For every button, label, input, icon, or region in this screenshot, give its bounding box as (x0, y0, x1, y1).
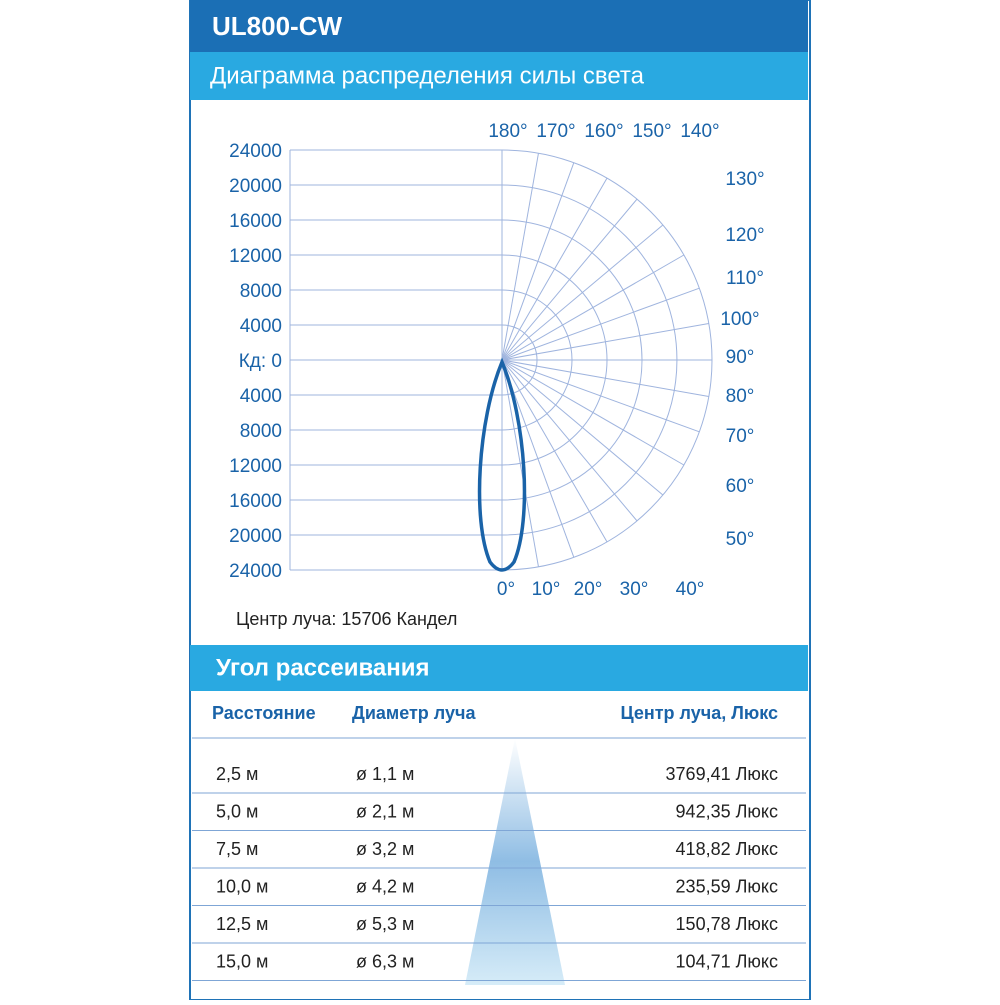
polar-ray (501, 359, 685, 466)
y-label: 12000 (229, 246, 282, 267)
right-labels: 130° (725, 169, 764, 190)
table-header: Центр луча, Люкс (620, 703, 778, 723)
y-label: 8000 (240, 421, 282, 442)
table-cell: 150,78 Люкс (676, 914, 778, 934)
y-label: Кд: 0 (239, 351, 282, 372)
table-cell: 942,35 Люкс (676, 801, 778, 821)
right-labels: 110° (726, 268, 764, 289)
polar-ray (501, 359, 700, 433)
table-cell: 7,5 м (216, 839, 258, 859)
table-cell: ø 5,3 м (356, 914, 414, 934)
section-title: Угол рассеивания (216, 654, 430, 681)
y-label: 20000 (229, 176, 282, 197)
polar-ray (501, 359, 664, 496)
table-cell: 418,82 Люкс (676, 839, 778, 859)
bottom-labels: 30° (620, 579, 649, 600)
right-labels: 80° (726, 386, 755, 407)
table-cell: 5,0 м (216, 801, 258, 821)
beam-curve (477, 357, 527, 572)
polar-ray (501, 162, 575, 361)
table-cell: 235,59 Люкс (676, 876, 778, 896)
y-label: 16000 (229, 211, 282, 232)
polar-ray (501, 359, 709, 397)
right-labels: 100° (720, 309, 759, 330)
table-cell: 12,5 м (216, 914, 268, 934)
polar-ray (501, 224, 664, 361)
y-label: 24000 (229, 141, 282, 162)
y-label: 4000 (240, 316, 282, 337)
y-label: 8000 (240, 281, 282, 302)
y-label: 20000 (229, 526, 282, 547)
top-labels: 140° (680, 121, 719, 142)
right-labels: 70° (726, 426, 755, 447)
top-labels: 150° (632, 121, 671, 142)
bottom-labels: 0° (497, 579, 515, 600)
table-cell: ø 6,3 м (356, 951, 414, 971)
bottom-labels: 20° (574, 579, 603, 600)
polar-ray (501, 254, 685, 361)
top-labels: 170° (536, 121, 575, 142)
polar-ray (501, 359, 539, 567)
polar-ray (501, 359, 608, 543)
table-cell: ø 1,1 м (356, 764, 414, 784)
table-cell: 10,0 м (216, 876, 268, 896)
polar-ray (501, 198, 638, 361)
table: Расстояние Диаметр луча Центр луча, Люкс 2,… (192, 703, 806, 981)
right-labels: 90° (726, 347, 755, 368)
top-labels: 180° (488, 121, 527, 142)
polar-ray (501, 323, 709, 361)
table-header: Расстояние (212, 703, 316, 723)
bottom-labels: 40° (676, 579, 705, 600)
table-cell: ø 2,1 м (356, 801, 414, 821)
right-labels: 60° (726, 476, 755, 497)
y-label: 24000 (229, 561, 282, 582)
table-cell: 104,71 Люкс (676, 951, 778, 971)
polar-ray (501, 177, 608, 361)
right-labels: 120° (725, 225, 764, 246)
table-header: Диаметр луча (352, 703, 476, 723)
section-bar (190, 645, 808, 691)
y-label: 12000 (229, 456, 282, 477)
y-label: 4000 (240, 386, 282, 407)
polar-ray (501, 153, 539, 361)
table-cell: 15,0 м (216, 951, 268, 971)
bottom-labels: 10° (532, 579, 561, 600)
beam-triangle (465, 738, 565, 985)
right-labels: 50° (726, 529, 755, 550)
subtitle: Диаграмма распределения силы света (210, 62, 645, 89)
table-cell: 3769,41 Люкс (666, 764, 778, 784)
table-cell: 2,5 м (216, 764, 258, 784)
caption: Центр луча: 15706 Кандел (236, 609, 457, 629)
title: UL800-CW (212, 11, 342, 41)
table-cell: ø 4,2 м (356, 876, 414, 896)
polar-ray (501, 287, 700, 361)
header-bar (190, 0, 808, 52)
subtitle-bar (190, 52, 808, 100)
y-label: 16000 (229, 491, 282, 512)
polar-ray (501, 359, 638, 522)
table-cell: ø 3,2 м (356, 839, 414, 859)
top-labels: 160° (584, 121, 623, 142)
